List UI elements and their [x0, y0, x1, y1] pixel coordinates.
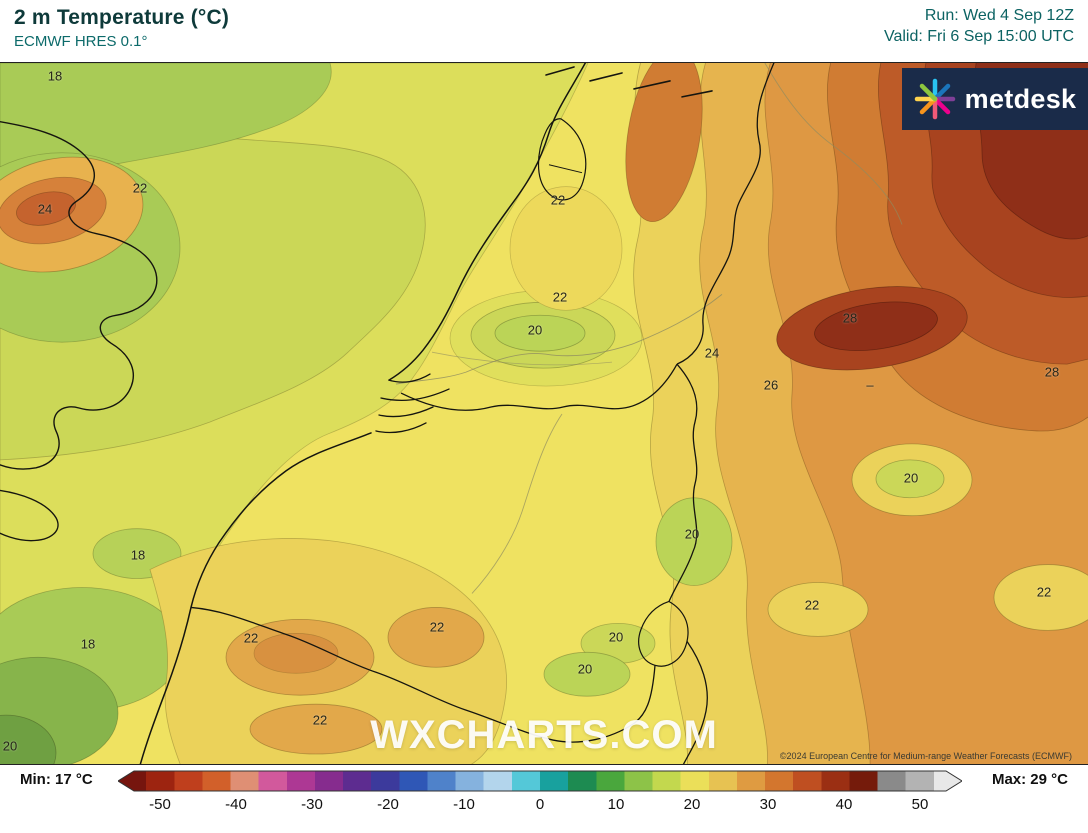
contour-label: 20 — [903, 470, 919, 486]
min-temperature-label: Min: 17 °C — [20, 771, 93, 788]
contour-label: 22 — [550, 192, 566, 208]
colorbar-tick-label: 10 — [607, 796, 625, 813]
contour-label: 22 — [132, 180, 148, 196]
contour-label: 20 — [684, 526, 700, 542]
contour-label: 18 — [47, 68, 63, 84]
colorbar-tick-label: -50 — [149, 796, 171, 813]
contour-label: 22 — [804, 597, 820, 613]
metdesk-logo: metdesk — [902, 68, 1088, 130]
colorbar-tick-label: -10 — [453, 796, 475, 813]
temperature-map: 18 22 24 22 22 20 28 24 26 – 28 20 18 20 18 22 22 22 20 22 2… — [0, 62, 1088, 765]
contour-label: 20 — [608, 629, 624, 645]
colorbar-tick-label: 30 — [759, 796, 777, 813]
contour-label: 24 — [37, 201, 53, 217]
metdesk-star-icon — [914, 78, 955, 120]
contour-label: 20 — [577, 661, 593, 677]
contour-label: 22 — [1036, 584, 1052, 600]
colorbar-footer: Min: 17 °C Max: 29 °C -50 -40 -30 -20 -10 0 10… — [0, 765, 1088, 833]
contour-label: – — [866, 377, 874, 393]
contour-label: 26 — [763, 377, 779, 393]
contour-label: 22 — [552, 289, 568, 305]
contour-label: 24 — [704, 345, 720, 361]
run-info: Run: Wed 4 Sep 12Z Valid: Fri 6 Sep 15:0… — [884, 7, 1074, 46]
contour-label: 20 — [2, 738, 18, 754]
colorbar-tick-label: 0 — [535, 796, 545, 813]
colorbar-tick-label: -30 — [301, 796, 323, 813]
contour-label: 18 — [80, 636, 96, 652]
colorbar-tick-label: -20 — [377, 796, 399, 813]
colorbar-tick-label: 40 — [835, 796, 853, 813]
colorbar-tick-label: 50 — [911, 796, 929, 813]
model-subtitle: ECMWF HRES 0.1° — [14, 33, 148, 50]
contour-label: 22 — [429, 619, 445, 635]
colorbar-tick-label: -40 — [225, 796, 247, 813]
copyright-notice: ©2024 European Centre for Medium-range W… — [779, 751, 1072, 761]
colorbar-tick-label: 20 — [683, 796, 701, 813]
colorbar-ticks: -50 -40 -30 -20 -10 0 10 20 30 40 50 — [0, 765, 1088, 833]
contour-label: 20 — [527, 322, 543, 338]
contour-label: 28 — [842, 310, 858, 326]
contour-labels: 18 22 24 22 22 20 28 24 26 – 28 20 18 20 18 22 22 22 20 22 2… — [0, 63, 1088, 764]
metdesk-logo-text: metdesk — [964, 83, 1077, 114]
page-title: 2 m Temperature (°C) — [14, 6, 230, 29]
contour-label: 28 — [1044, 364, 1060, 380]
contour-label: 22 — [243, 630, 259, 646]
title-block: 2 m Temperature (°C) ECMWF HRES 0.1° — [14, 6, 229, 50]
temperature-colorbar — [118, 770, 962, 792]
header: 2 m Temperature (°C) ECMWF HRES 0.1° Run… — [0, 0, 1088, 62]
contour-label: 22 — [312, 712, 328, 728]
run-time: Run: Wed 4 Sep 12Z — [924, 7, 1074, 24]
wxcharts-watermark: WXCHARTS.COM — [370, 713, 718, 757]
valid-time: Valid: Fri 6 Sep 15:00 UTC — [883, 28, 1074, 45]
contour-label: 18 — [130, 547, 146, 563]
max-temperature-label: Max: 29 °C — [991, 771, 1068, 788]
